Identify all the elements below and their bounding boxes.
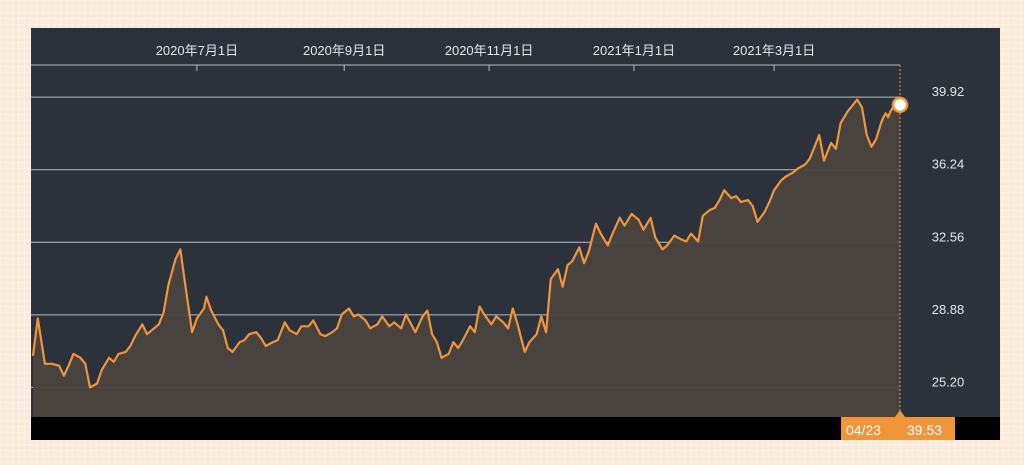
y-tick-label: 25.20 <box>932 374 965 389</box>
badge-pointer <box>895 410 905 417</box>
x-axis: 2020年7月1日 2020年9月1日 2020年11月1日 2021年1月1日 202… <box>156 43 815 71</box>
price-area <box>31 98 902 417</box>
x-tick-label: 2020年9月1日 <box>303 43 385 58</box>
price-area-chart: 2020年7月1日 2020年9月1日 2020年11月1日 2021年1月1日 202… <box>31 43 1000 440</box>
area-fill <box>33 99 900 417</box>
x-tick-label: 2021年3月1日 <box>733 43 815 58</box>
price-line <box>31 98 902 389</box>
last-point-badge: 04/23 39.53 <box>841 417 955 440</box>
x-tick-label: 2020年7月1日 <box>156 43 238 58</box>
y-tick-label: 39.92 <box>932 84 965 99</box>
stock-chart-panel: 2020年7月1日 2020年9月1日 2020年11月1日 2021年1月1日 202… <box>31 28 1000 440</box>
badge-background <box>841 417 955 440</box>
x-tick-label: 2021年1月1日 <box>593 43 675 58</box>
x-tick-label: 2020年11月1日 <box>445 43 534 58</box>
y-tick-label: 28.88 <box>932 302 965 317</box>
badge-date: 04/23 <box>846 422 881 438</box>
badge-value: 39.53 <box>907 422 942 438</box>
y-axis: 39.92 36.24 32.56 28.88 25.20 <box>932 84 965 389</box>
last-point-dot[interactable] <box>891 96 909 114</box>
bottom-bar <box>31 417 1000 440</box>
last-point-marker[interactable] <box>891 65 909 417</box>
y-tick-label: 32.56 <box>932 229 965 244</box>
y-tick-label: 36.24 <box>932 157 965 172</box>
